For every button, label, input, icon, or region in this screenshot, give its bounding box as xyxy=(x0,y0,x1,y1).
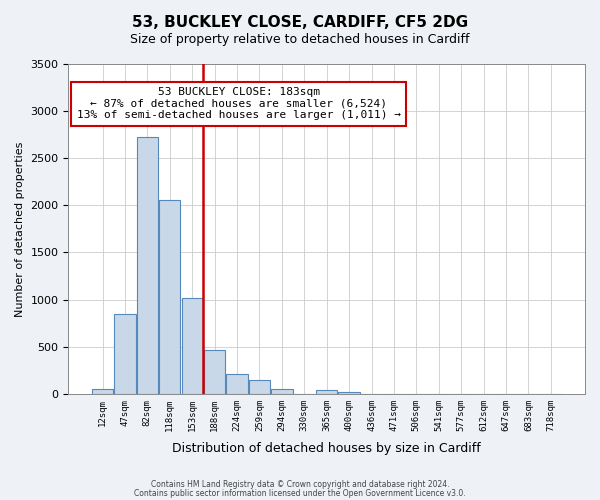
Bar xyxy=(271,388,293,394)
Bar xyxy=(137,138,158,394)
Y-axis label: Number of detached properties: Number of detached properties xyxy=(15,141,25,316)
Bar xyxy=(338,392,360,394)
Bar xyxy=(226,374,248,394)
Bar xyxy=(249,380,270,394)
Text: 53, BUCKLEY CLOSE, CARDIFF, CF5 2DG: 53, BUCKLEY CLOSE, CARDIFF, CF5 2DG xyxy=(132,15,468,30)
Bar xyxy=(204,350,225,394)
Bar xyxy=(316,390,337,394)
Text: Contains HM Land Registry data © Crown copyright and database right 2024.: Contains HM Land Registry data © Crown c… xyxy=(151,480,449,489)
Text: 53 BUCKLEY CLOSE: 183sqm
← 87% of detached houses are smaller (6,524)
13% of sem: 53 BUCKLEY CLOSE: 183sqm ← 87% of detach… xyxy=(77,87,401,120)
Bar xyxy=(92,388,113,394)
Bar xyxy=(159,200,181,394)
Bar xyxy=(182,298,203,394)
Text: Size of property relative to detached houses in Cardiff: Size of property relative to detached ho… xyxy=(130,32,470,46)
Bar xyxy=(115,314,136,394)
X-axis label: Distribution of detached houses by size in Cardiff: Distribution of detached houses by size … xyxy=(172,442,481,455)
Text: Contains public sector information licensed under the Open Government Licence v3: Contains public sector information licen… xyxy=(134,488,466,498)
